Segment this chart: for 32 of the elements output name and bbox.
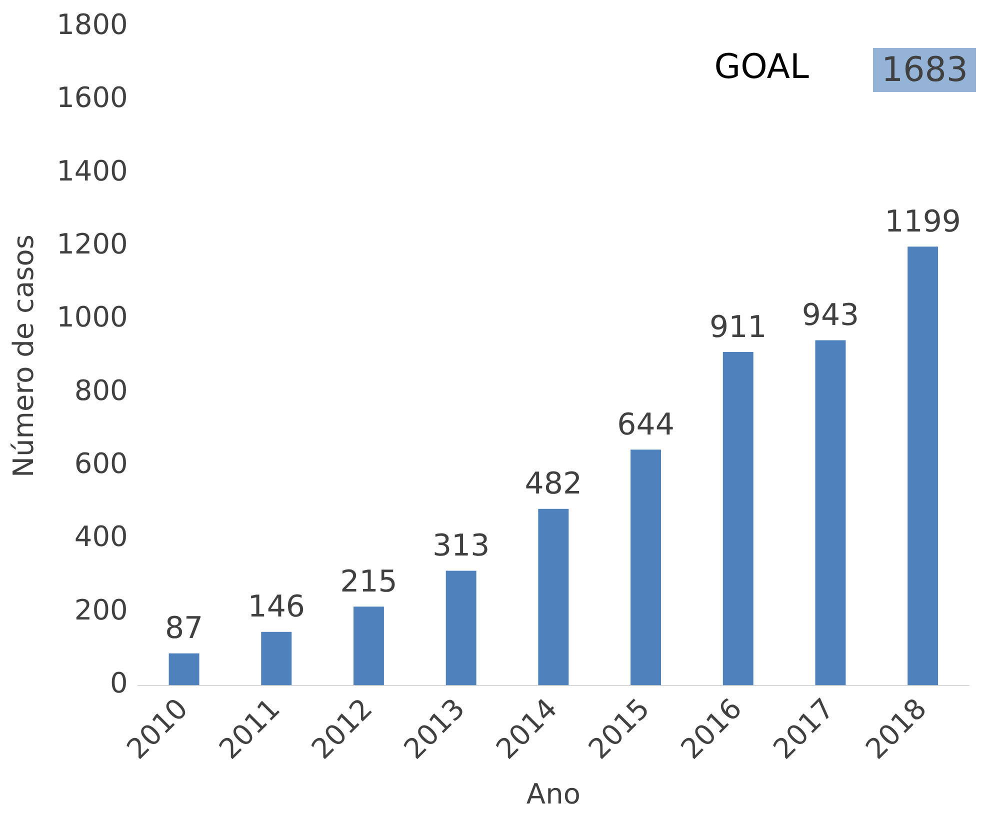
data-label: 87 (164, 611, 204, 646)
bar (630, 450, 662, 686)
bar (353, 606, 384, 686)
bar (722, 352, 754, 686)
y-tick-label: 1600 (56, 81, 128, 114)
x-axis-title: Ano (526, 777, 580, 810)
y-axis-title: Número de casos (7, 234, 40, 478)
y-tick-label: 0 (110, 666, 128, 700)
annotation: GOAL (714, 46, 809, 89)
data-label: 911 (709, 310, 767, 345)
annotation: 1683 (873, 48, 976, 92)
bar (815, 340, 846, 686)
data-label: 943 (802, 298, 860, 334)
data-label: 644 (617, 407, 674, 442)
data-label: 146 (248, 590, 306, 625)
y-tick-label: 200 (74, 593, 128, 626)
data-label: 1199 (884, 204, 962, 240)
y-tick-label: 1200 (56, 228, 128, 261)
bar (168, 653, 200, 686)
y-tick-label: 1400 (56, 154, 128, 188)
y-tick-label: 600 (74, 447, 128, 480)
data-label: 215 (340, 564, 398, 600)
bar (446, 570, 476, 686)
y-tick-label: 800 (74, 374, 128, 407)
data-label: 313 (432, 528, 490, 564)
bar (908, 246, 938, 686)
y-tick-label: 1000 (56, 300, 128, 334)
y-tick-label: 400 (74, 520, 128, 554)
y-tick-label: 1800 (56, 8, 128, 42)
data-label: 482 (524, 466, 582, 502)
bar (261, 632, 292, 686)
bar (538, 508, 569, 686)
